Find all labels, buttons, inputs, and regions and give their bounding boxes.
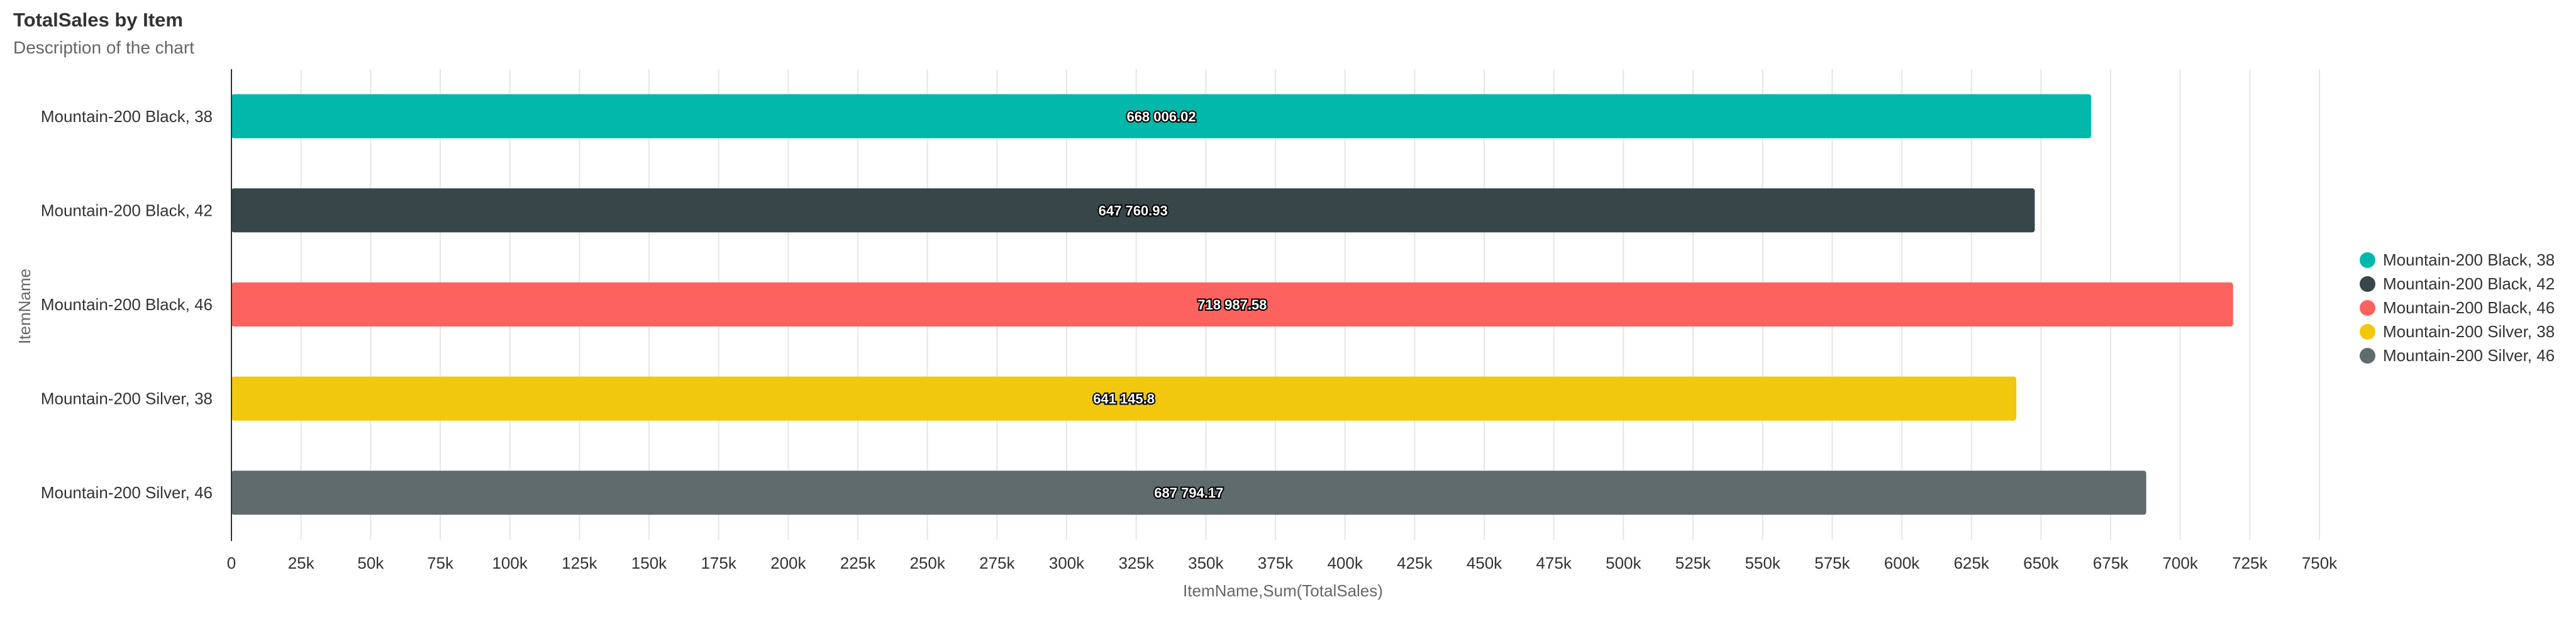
x-tick-label: 700k: [2162, 554, 2198, 572]
x-tick-label: 150k: [631, 554, 667, 572]
data-labels: 668 006.02 647 760.93 718 987.58 641 145.8 6…: [1092, 108, 1268, 502]
data-label: 647 760.93: [1099, 203, 1168, 218]
y-tick-label: Mountain-200 Silver, 38: [41, 389, 213, 408]
x-tick-label: 725k: [2232, 554, 2268, 572]
x-tick-label: 175k: [701, 554, 736, 572]
legend-item[interactable]: Mountain-200 Black, 46: [2360, 296, 2555, 320]
legend-label: Mountain-200 Silver, 38: [2383, 321, 2555, 341]
legend-item[interactable]: Mountain-200 Silver, 46: [2360, 343, 2555, 367]
x-tick-label: 450k: [1467, 554, 1502, 572]
legend-marker: [2360, 276, 2375, 292]
x-tick-label: 575k: [1814, 554, 1850, 572]
x-tick-label: 600k: [1884, 554, 1920, 572]
x-tick-label: 650k: [2023, 554, 2059, 572]
x-tick-label: 500k: [1606, 554, 1641, 572]
legend-marker: [2360, 252, 2375, 268]
data-label: 687 794.17: [1154, 485, 1223, 501]
y-tick-label: Mountain-200 Silver, 46: [41, 483, 213, 502]
x-tick-label: 250k: [909, 554, 945, 572]
x-tick-label: 300k: [1049, 554, 1085, 572]
x-tick-label: 25k: [288, 554, 315, 572]
legend-marker: [2360, 299, 2375, 316]
x-tick-label: 750k: [2302, 554, 2338, 572]
bars: [231, 94, 2233, 515]
x-tick-label: 675k: [2093, 554, 2129, 572]
data-label: 718 987.58: [1197, 297, 1267, 313]
x-tick-label: 125k: [562, 554, 597, 572]
x-tick-label: 225k: [840, 554, 876, 572]
x-tick-label: 100k: [492, 554, 528, 572]
chart-subtitle: Description of the chart: [13, 38, 194, 57]
legend: Mountain-200 Black, 38 Mountain-200 Black…: [2360, 248, 2555, 367]
x-tick-label: 0: [227, 554, 236, 572]
bar[interactable]: [231, 471, 2146, 515]
y-tick-label: Mountain-200 Black, 46: [41, 295, 213, 314]
x-tick-label: 275k: [979, 554, 1015, 572]
data-label: 668 006.02: [1126, 109, 1196, 125]
legend-label: Mountain-200 Black, 46: [2383, 298, 2555, 317]
legend-label: Mountain-200 Black, 42: [2383, 274, 2555, 293]
x-tick-label: 50k: [357, 554, 384, 572]
x-tick-label: 350k: [1188, 554, 1224, 572]
bar[interactable]: [231, 188, 2035, 233]
y-tick-label: Mountain-200 Black, 38: [41, 107, 213, 126]
x-tick-label: 75k: [427, 554, 454, 572]
x-tick-label: 525k: [1675, 554, 1711, 572]
legend-item[interactable]: Mountain-200 Black, 42: [2360, 272, 2555, 296]
x-tick-label: 200k: [770, 554, 806, 572]
legend-marker: [2360, 323, 2375, 340]
x-tick-label: 625k: [1953, 554, 1989, 572]
x-tick-label: 400k: [1327, 554, 1363, 572]
bar[interactable]: [231, 94, 2092, 138]
y-tick-label: Mountain-200 Black, 42: [41, 201, 213, 220]
x-tick-label: 475k: [1536, 554, 1572, 572]
x-axis-title: ItemName,Sum(TotalSales): [1183, 581, 1383, 600]
x-tick-label: 425k: [1397, 554, 1433, 572]
bar[interactable]: [231, 376, 2017, 421]
legend-item[interactable]: Mountain-200 Silver, 38: [2360, 320, 2555, 343]
axes: 0 25k 50k 75k 100k 125k 150k 175k 200k 225k 250k 27…: [41, 69, 2338, 572]
x-tick-label: 325k: [1118, 554, 1154, 572]
data-label: 641 145.8: [1093, 391, 1155, 407]
x-tick-label: 550k: [1745, 554, 1780, 572]
y-axis-title: ItemName: [15, 269, 34, 344]
legend-label: Mountain-200 Silver, 46: [2383, 345, 2555, 365]
bar[interactable]: [231, 282, 2233, 326]
legend-label: Mountain-200 Black, 38: [2383, 250, 2555, 269]
legend-item[interactable]: Mountain-200 Black, 38: [2360, 248, 2555, 272]
legend-marker: [2360, 347, 2375, 364]
x-tick-label: 375k: [1258, 554, 1294, 572]
chart-title: TotalSales by Item: [13, 9, 183, 31]
